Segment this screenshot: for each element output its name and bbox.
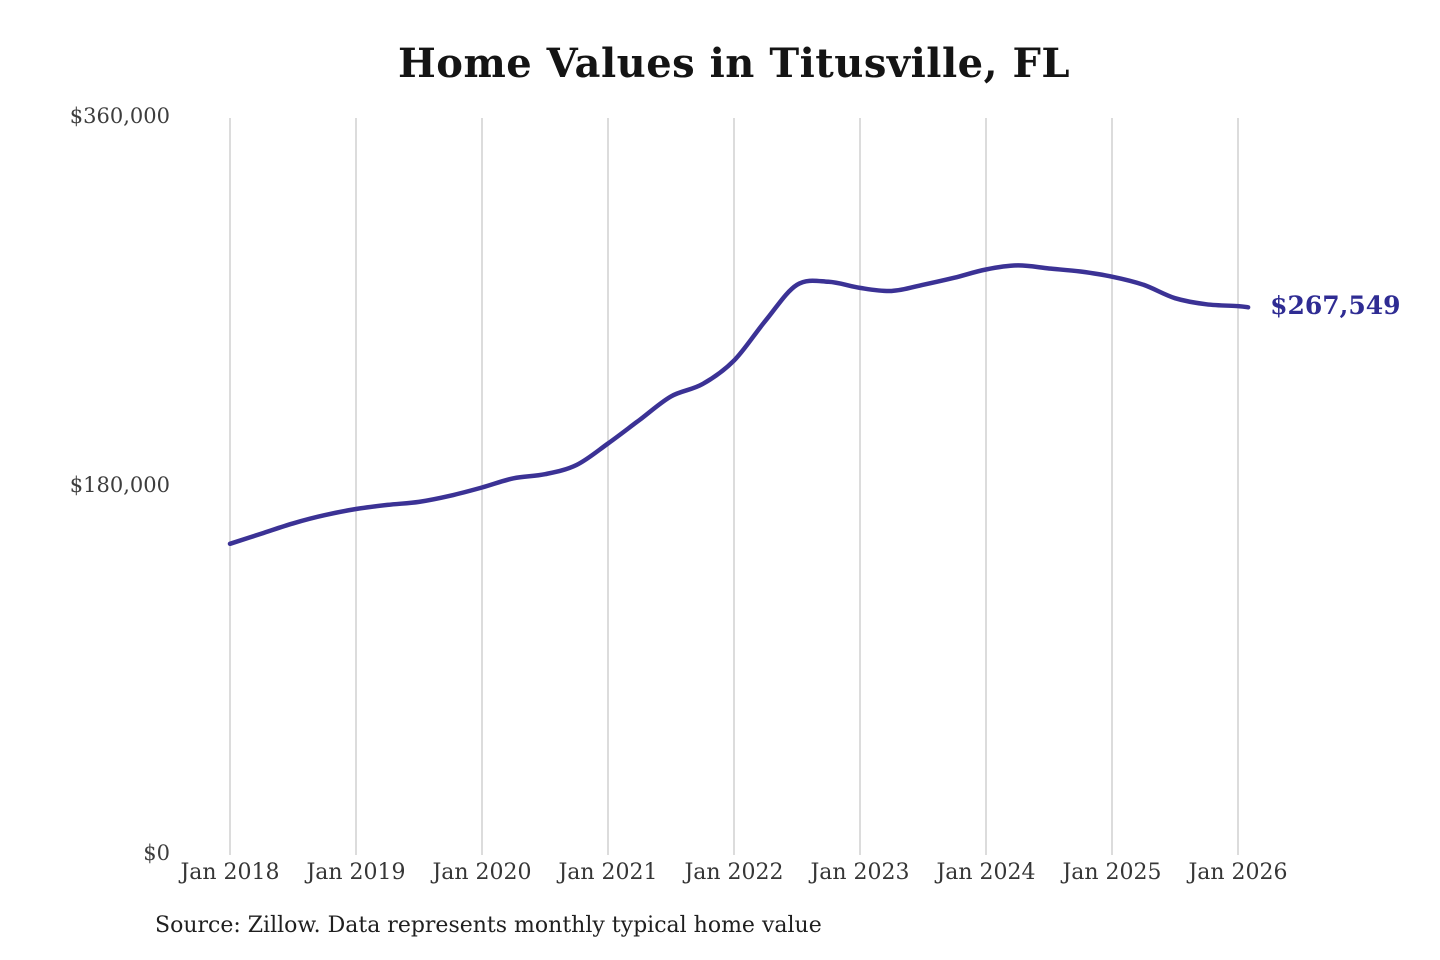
x-tick-label: Jan 2024: [936, 860, 1036, 885]
chart-title: Home Values in Titusville, FL: [397, 40, 1071, 87]
x-tick-label: Jan 2021: [558, 860, 658, 885]
y-tick-label: $360,000: [69, 104, 170, 128]
y-tick-label: $0: [143, 841, 170, 865]
latest-value-label: $267,549: [1270, 291, 1401, 321]
source-note: Source: Zillow. Data represents monthly …: [155, 913, 822, 938]
home-value-line: [227, 263, 1251, 547]
x-tick-label: Jan 2023: [810, 860, 910, 885]
y-tick-label: $180,000: [69, 472, 170, 497]
x-tick-label: Jan 2019: [306, 860, 406, 885]
x-tick-label: Jan 2026: [1188, 860, 1288, 885]
gridlines: [229, 118, 1239, 855]
x-tick-label: Jan 2025: [1062, 860, 1162, 885]
x-tick-label: Jan 2018: [180, 860, 280, 885]
x-tick-label: Jan 2020: [432, 860, 532, 885]
x-tick-label: Jan 2022: [684, 860, 784, 885]
